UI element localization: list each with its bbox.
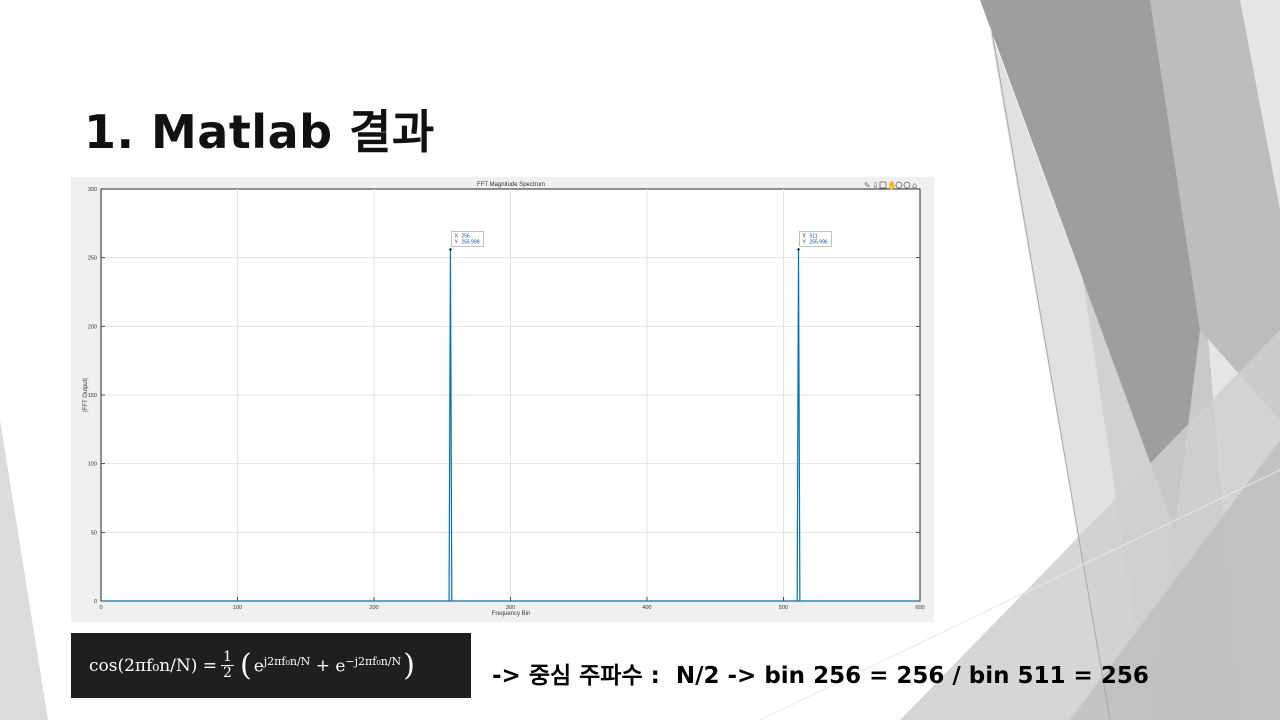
- pan-icon[interactable]: ✋: [887, 180, 897, 190]
- bg-line: [989, 19, 1111, 720]
- x-axis-label: Frequency Bin: [492, 611, 531, 617]
- x-tick-label: 500: [779, 605, 788, 611]
- term2-exp: −j2πf₀n/N: [345, 654, 402, 668]
- chart-title: FFT Magnitude Spectrum: [477, 182, 545, 188]
- grid-lines: [101, 189, 920, 601]
- y-tick-label: 150: [88, 393, 97, 399]
- bg-facet: [1150, 0, 1280, 420]
- formula-term1: ej2πf₀n/N: [254, 655, 311, 677]
- formula-paren-close: ): [403, 648, 415, 683]
- formula-lhs: cos(2πf₀n/N) =: [89, 655, 218, 676]
- home-icon[interactable]: ⌂: [912, 181, 917, 190]
- export-icon[interactable]: ⇩: [872, 181, 879, 190]
- x-tick-label: 100: [233, 605, 242, 611]
- y-tick-label: 50: [91, 530, 97, 536]
- bg-facet: [1070, 440, 1280, 720]
- formula-half: 1 2: [221, 650, 234, 680]
- y-tick-label: 200: [88, 324, 97, 330]
- cosine-formula: cos(2πf₀n/N) = 1 2 ( ej2πf₀n/N + e−j2πf₀…: [71, 633, 471, 698]
- term1-exp: j2πf₀n/N: [263, 654, 311, 668]
- datatip-x-label: X: [454, 233, 458, 239]
- x-tick-label: 600: [915, 605, 924, 611]
- matlab-figure: 0 100 200 300 400 500 600 0 50 100 150 200 250 300 FF…: [71, 177, 934, 622]
- datatip-y-label: Y: [454, 239, 458, 245]
- x-tick-label: 0: [99, 605, 102, 611]
- formula-half-den: 2: [223, 665, 232, 681]
- y-tick-label: 0: [94, 599, 97, 605]
- brush-icon[interactable]: ✎: [864, 181, 871, 190]
- y-tick-label: 250: [88, 256, 97, 262]
- x-tick-label: 200: [369, 605, 378, 611]
- datatip-y-value: 255.996: [810, 239, 828, 245]
- datatip-y-label: Y: [803, 239, 807, 245]
- datatip-x-value: 256: [461, 233, 470, 239]
- bg-facet: [0, 420, 48, 720]
- datatip-y-value: 255.999: [461, 239, 479, 245]
- datatip-marker: [797, 248, 800, 251]
- formula-paren-open: (: [239, 648, 252, 683]
- formula-term2: e−j2πf₀n/N: [335, 655, 401, 677]
- datatip-box: [799, 231, 832, 247]
- datatip-x-label: X: [803, 233, 807, 239]
- bg-facet: [980, 0, 1200, 530]
- datatip-marker: [449, 248, 452, 251]
- y-tick-label: 300: [88, 187, 97, 193]
- y-tick-label: 100: [88, 462, 97, 468]
- y-axis-label: |FFT Output|: [83, 378, 89, 412]
- datatip-box: [451, 231, 484, 247]
- zoom-in-icon[interactable]: [895, 181, 903, 189]
- bg-line: [759, 469, 1280, 720]
- formula-half-num: 1: [221, 649, 234, 666]
- x-tick-label: 400: [642, 605, 651, 611]
- formula-plus: +: [310, 655, 336, 676]
- x-tick-label: 300: [506, 605, 515, 611]
- series-line: [101, 249, 920, 602]
- zoom-out-icon[interactable]: [903, 181, 911, 189]
- term1-base: e: [253, 656, 264, 677]
- datatip-x-value: 511: [810, 233, 818, 239]
- term2-base: e: [335, 656, 346, 677]
- axes-toolbar[interactable]: ✎ ⇩ ✋ ⌂: [864, 180, 917, 190]
- caption-center-frequency: -> 중심 주파수 : N/2 -> bin 256 = 256 / bin 5…: [492, 663, 1149, 689]
- datatip-icon[interactable]: [879, 181, 887, 189]
- fft-chart: 0 100 200 300 400 500 600 0 50 100 150 200 250 300 FF…: [83, 180, 925, 617]
- slide-title: 1. Matlab 결과: [84, 105, 435, 159]
